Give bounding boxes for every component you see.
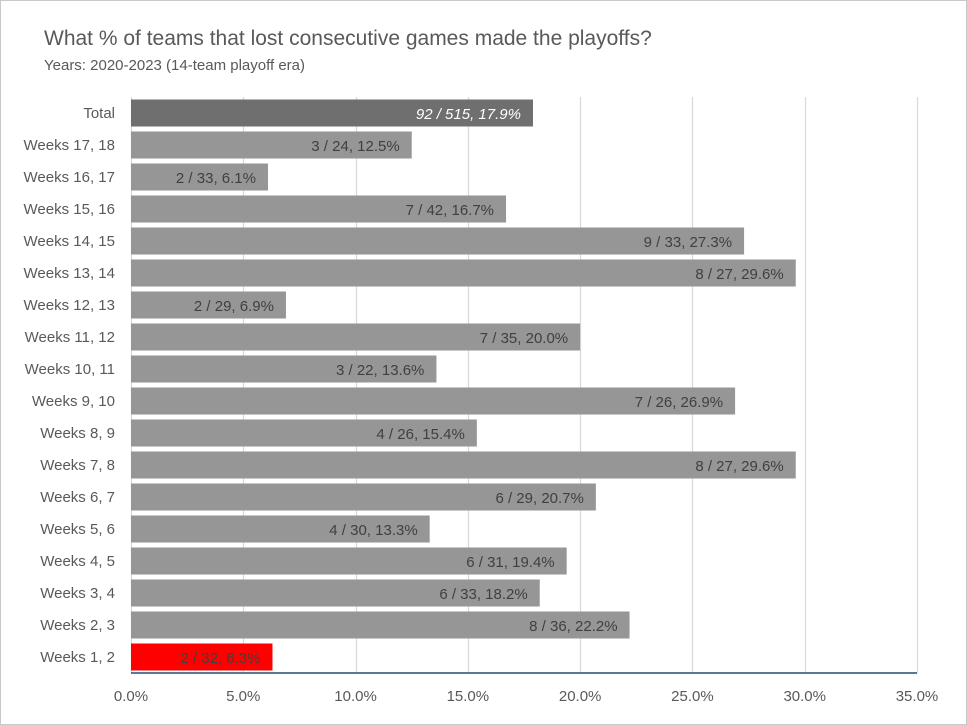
category-label-1: Weeks 17, 18 — [24, 137, 115, 154]
category-label-15: Weeks 3, 4 — [40, 585, 115, 602]
bar-5 — [131, 259, 796, 287]
x-tick-label-0: 0.0% — [114, 688, 148, 705]
bar-13 — [131, 515, 430, 543]
bar-4 — [131, 227, 745, 255]
data-label-6: 2 / 29, 6.9% — [194, 298, 274, 315]
category-label-6: Weeks 12, 13 — [24, 297, 115, 314]
category-label-3: Weeks 15, 16 — [24, 201, 115, 218]
data-label-14: 6 / 31, 19.4% — [466, 554, 554, 571]
category-label-11: Weeks 7, 8 — [40, 457, 115, 474]
data-label-10: 4 / 26, 15.4% — [376, 426, 464, 443]
category-label-12: Weeks 6, 7 — [40, 489, 115, 506]
data-label-9: 7 / 26, 26.9% — [635, 394, 723, 411]
chart-title: What % of teams that lost consecutive ga… — [44, 27, 652, 50]
category-label-4: Weeks 14, 15 — [24, 233, 115, 250]
category-label-10: Weeks 8, 9 — [40, 425, 115, 442]
bar-1 — [131, 131, 412, 159]
bar-14 — [131, 547, 567, 575]
data-label-12: 6 / 29, 20.7% — [495, 490, 583, 507]
bar-8 — [131, 355, 437, 383]
data-label-7: 7 / 35, 20.0% — [480, 330, 568, 347]
category-label-16: Weeks 2, 3 — [40, 617, 115, 634]
bar-2 — [131, 163, 268, 191]
data-label-13: 4 / 30, 13.3% — [329, 522, 417, 539]
category-label-14: Weeks 4, 5 — [40, 553, 115, 570]
category-label-7: Weeks 11, 12 — [25, 329, 115, 346]
data-label-5: 8 / 27, 29.6% — [695, 266, 783, 283]
bar-16 — [131, 611, 630, 639]
category-label-5: Weeks 13, 14 — [24, 265, 115, 282]
bar-0 — [131, 99, 533, 127]
data-label-11: 8 / 27, 29.6% — [695, 458, 783, 475]
bar-10 — [131, 419, 477, 447]
chart-subtitle: Years: 2020-2023 (14-team playoff era) — [44, 57, 305, 74]
bar-9 — [131, 387, 736, 415]
bar-15 — [131, 579, 540, 607]
x-tick-label-1: 5.0% — [226, 688, 260, 705]
x-tick-label-4: 20.0% — [559, 688, 602, 705]
x-tick-label-5: 25.0% — [671, 688, 714, 705]
x-tick-label-7: 35.0% — [896, 688, 939, 705]
bar-12 — [131, 483, 596, 511]
data-label-15: 6 / 33, 18.2% — [439, 586, 527, 603]
data-label-8: 3 / 22, 13.6% — [336, 362, 424, 379]
category-label-17: Weeks 1, 2 — [40, 649, 115, 666]
bar-3 — [131, 195, 507, 223]
data-label-17: 2 / 32, 6.3% — [180, 650, 260, 667]
data-label-1: 3 / 24, 12.5% — [311, 138, 399, 155]
bar-11 — [131, 451, 796, 479]
x-tick-label-2: 10.0% — [334, 688, 377, 705]
data-label-4: 9 / 33, 27.3% — [644, 234, 732, 251]
x-tick-label-6: 30.0% — [783, 688, 826, 705]
data-label-2: 2 / 33, 6.1% — [176, 170, 256, 187]
bar-6 — [131, 291, 286, 319]
x-tick-label-3: 15.0% — [447, 688, 490, 705]
category-label-9: Weeks 9, 10 — [32, 393, 115, 410]
bar-17 — [131, 643, 273, 671]
category-label-2: Weeks 16, 17 — [24, 169, 115, 186]
category-label-13: Weeks 5, 6 — [40, 521, 115, 538]
category-label-0: Total — [83, 105, 115, 122]
data-label-3: 7 / 42, 16.7% — [406, 202, 494, 219]
data-label-16: 8 / 36, 22.2% — [529, 618, 617, 635]
bar-7 — [131, 323, 581, 351]
category-label-8: Weeks 10, 11 — [25, 361, 115, 378]
data-label-0: 92 / 515, 17.9% — [416, 106, 521, 123]
